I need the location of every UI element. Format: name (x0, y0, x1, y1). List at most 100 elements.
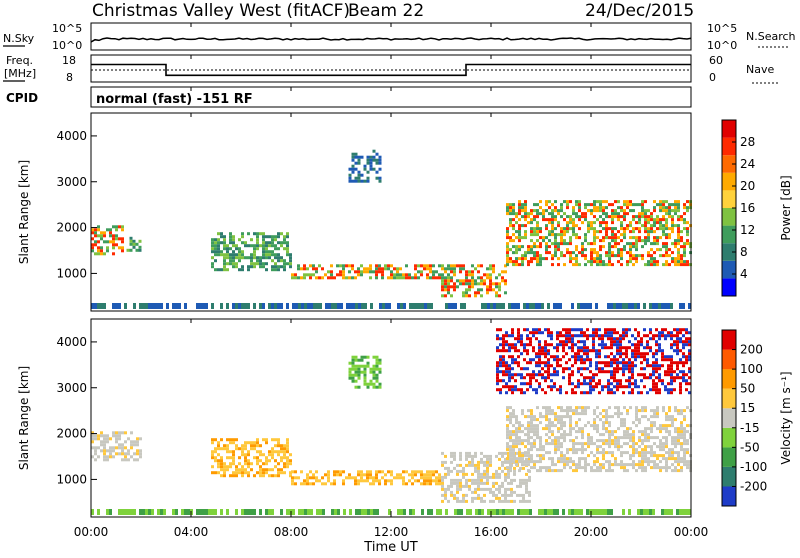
heatmap-cell (366, 473, 369, 477)
heatmap-cell (309, 273, 312, 277)
heatmap-cell (626, 251, 629, 255)
heatmap-cell (569, 215, 572, 219)
heatmap-cell (583, 352, 586, 356)
heatmap-cell (483, 493, 486, 497)
heatmap-cell (521, 260, 524, 264)
heatmap-cell (536, 203, 539, 207)
heatmap-cell (480, 282, 483, 286)
heatmap-cell (256, 444, 259, 448)
heatmap-cell (605, 442, 608, 446)
heatmap-cell (250, 462, 253, 466)
heatmap-cell (631, 370, 634, 374)
heatmap-cell (286, 438, 289, 442)
heatmap-cell (286, 262, 289, 266)
heatmap-cell (460, 303, 463, 309)
heatmap-cell (688, 352, 691, 356)
heatmap-cell (97, 437, 100, 441)
heatmap-cell (474, 463, 477, 467)
heatmap-cell (659, 469, 662, 473)
heatmap-cell (103, 252, 106, 256)
heatmap-cell (643, 334, 646, 338)
heatmap-cell (604, 328, 607, 332)
heatmap-cell (608, 245, 611, 249)
freq-tick-top: 18 (62, 54, 76, 67)
heatmap-cell (271, 453, 274, 457)
heatmap-cell (124, 431, 127, 435)
heatmap-cell (590, 263, 593, 267)
heatmap-cell (533, 418, 536, 422)
heatmap-cell (336, 473, 339, 477)
heatmap-cell (493, 509, 496, 515)
heatmap-cell (506, 457, 509, 461)
heatmap-cell (545, 203, 548, 207)
heatmap-cell (559, 358, 562, 362)
heatmap-cell (583, 367, 586, 371)
heatmap-cell (499, 388, 502, 392)
heatmap-cell (655, 376, 658, 380)
heatmap-cell (641, 448, 644, 452)
heatmap-cell (533, 251, 536, 255)
heatmap-cell (366, 158, 370, 162)
heatmap-cell (435, 270, 438, 274)
heatmap-cell (211, 247, 214, 251)
heatmap-cell (118, 434, 121, 438)
heatmap-cell (524, 433, 527, 437)
heatmap-cell (253, 303, 256, 309)
heatmap-cell (492, 475, 495, 479)
heatmap-cell (593, 200, 596, 204)
heatmap-cell (253, 262, 256, 266)
heatmap-cell (471, 490, 474, 494)
heatmap-cell (632, 245, 635, 249)
heatmap-cell (611, 236, 614, 240)
heatmap-cell (349, 303, 352, 309)
heatmap-cell (211, 238, 214, 242)
heatmap-cell (538, 509, 541, 515)
heatmap-cell (551, 430, 554, 434)
heatmap-cell (521, 454, 524, 458)
heatmap-cell (100, 252, 103, 256)
heatmap-cell (545, 415, 548, 419)
heatmap-cell (528, 493, 531, 497)
heatmap-cell (387, 470, 390, 474)
heatmap-cell (550, 385, 553, 389)
heatmap-cell (514, 385, 517, 389)
heatmap-cell (498, 475, 501, 479)
heatmap-cell (518, 218, 521, 222)
heatmap-cell (511, 343, 514, 347)
heatmap-cell (262, 232, 265, 236)
heatmap-cell (538, 303, 541, 309)
heatmap-cell (499, 364, 502, 368)
heatmap-cell (686, 206, 689, 210)
heatmap-cell (688, 376, 691, 380)
heatmap-cell (136, 449, 139, 453)
heatmap-cell (502, 373, 505, 377)
heatmap-cell (524, 463, 527, 467)
heatmap-cell (321, 482, 324, 486)
heatmap-cell (683, 260, 686, 264)
heatmap-cell (626, 436, 629, 440)
heatmap-cell (644, 466, 647, 470)
heatmap-cell (303, 264, 306, 268)
heatmap-cell (539, 439, 542, 443)
heatmap-cell (685, 373, 688, 377)
heatmap-cell (541, 373, 544, 377)
heatmap-cell (450, 493, 453, 497)
heatmap-cell (665, 460, 668, 464)
heatmap-cell (661, 379, 664, 383)
heatmap-cell (277, 241, 280, 245)
heatmap-cell (611, 203, 614, 207)
heatmap-cell (521, 409, 524, 413)
heatmap-cell (524, 233, 527, 237)
heatmap-cell (315, 476, 318, 480)
heatmap-cell (593, 215, 596, 219)
heatmap-cell (319, 303, 322, 309)
heatmap-cell (321, 276, 324, 280)
heatmap-cell (265, 241, 268, 245)
heatmap-cell (544, 328, 547, 332)
heatmap-cell (619, 303, 622, 309)
heatmap-cell (529, 373, 532, 377)
heatmap-cell (635, 242, 638, 246)
heatmap-cell (616, 361, 619, 365)
heatmap-cell (581, 409, 584, 413)
heatmap-cell (477, 288, 480, 292)
